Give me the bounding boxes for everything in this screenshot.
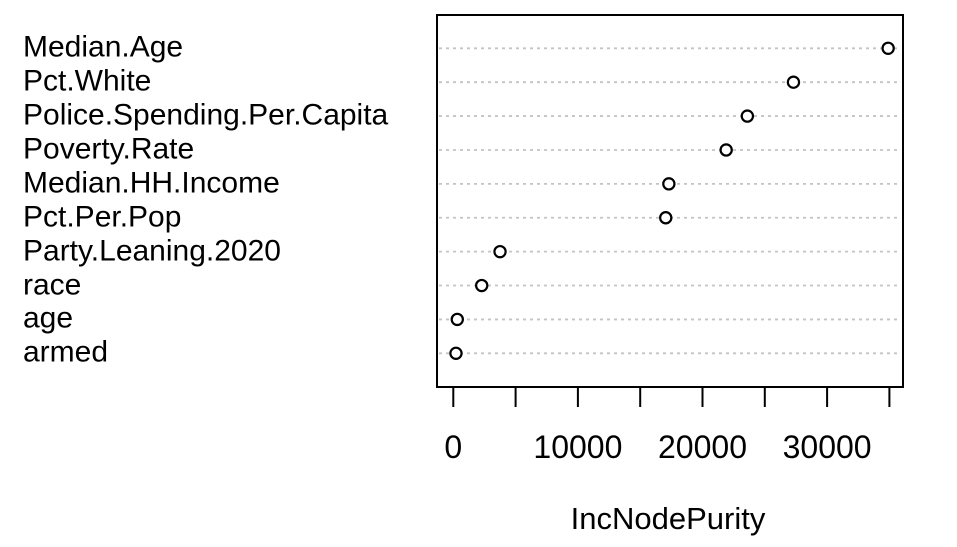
category-label: armed bbox=[23, 335, 109, 369]
x-tick-label: 30000 bbox=[782, 429, 872, 465]
data-point bbox=[662, 177, 676, 191]
category-label: Party.Leaning.2020 bbox=[23, 234, 281, 268]
category-label: race bbox=[23, 267, 82, 301]
data-point bbox=[786, 75, 801, 89]
x-tick-label: 0 bbox=[444, 429, 463, 465]
data-point bbox=[449, 346, 463, 361]
category-label: Median.HH.Income bbox=[23, 166, 280, 200]
data-point bbox=[450, 312, 464, 327]
x-tick-label: 20000 bbox=[658, 429, 747, 465]
category-label: Pct.White bbox=[23, 64, 152, 98]
plot-border bbox=[436, 14, 904, 388]
data-point bbox=[659, 211, 673, 225]
data-point bbox=[493, 244, 507, 259]
data-point bbox=[740, 109, 755, 123]
category-label: Median.Age bbox=[23, 30, 184, 64]
data-point bbox=[881, 41, 895, 56]
x-tick-label: 10000 bbox=[533, 429, 623, 465]
x-axis-title: IncNodePurity bbox=[570, 501, 766, 536]
category-label: Poverty.Rate bbox=[23, 132, 195, 166]
data-point bbox=[475, 278, 489, 293]
category-label: Pct.Per.Pop bbox=[23, 200, 182, 234]
category-label: Police.Spending.Per.Capita bbox=[23, 98, 389, 132]
data-point bbox=[719, 143, 733, 157]
category-label: age bbox=[23, 301, 74, 335]
